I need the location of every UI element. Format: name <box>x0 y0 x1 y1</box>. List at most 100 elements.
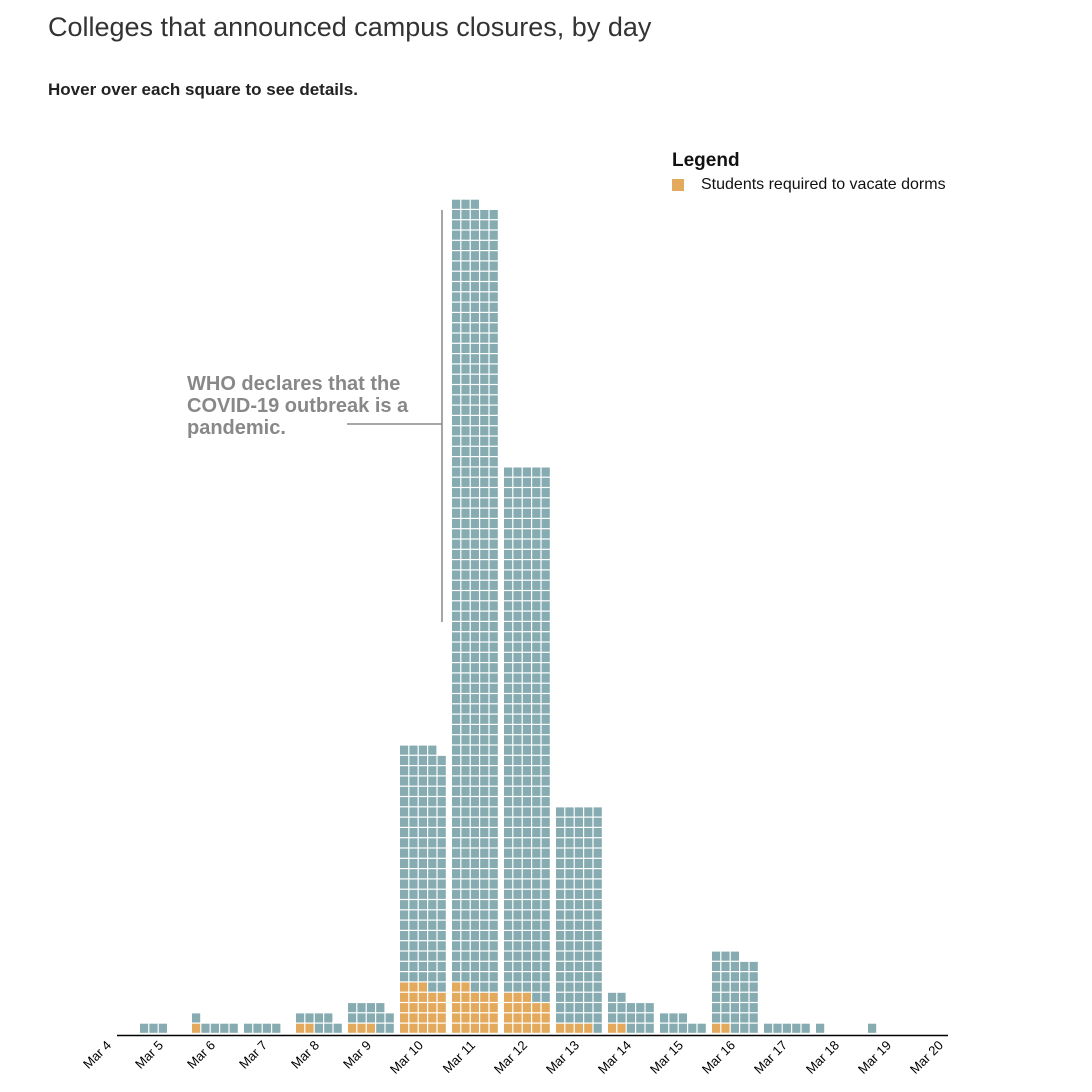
waffle-square[interactable] <box>480 580 489 590</box>
waffle-square[interactable] <box>489 735 498 745</box>
waffle-square[interactable] <box>574 982 583 992</box>
waffle-square[interactable] <box>678 1023 687 1033</box>
waffle-square[interactable] <box>660 1023 669 1033</box>
waffle-square[interactable] <box>513 683 522 693</box>
waffle-square[interactable] <box>541 858 550 868</box>
waffle-square[interactable] <box>480 467 489 477</box>
waffle-square[interactable] <box>721 1023 730 1033</box>
waffle-square[interactable] <box>617 992 626 1002</box>
waffle-square[interactable] <box>532 488 541 498</box>
waffle-square[interactable] <box>532 972 541 982</box>
waffle-square[interactable] <box>532 477 541 487</box>
waffle-square[interactable] <box>513 632 522 642</box>
waffle-square[interactable] <box>314 1013 323 1023</box>
waffle-square[interactable] <box>461 416 470 426</box>
waffle-square[interactable] <box>452 745 461 755</box>
waffle-square[interactable] <box>192 1023 201 1033</box>
waffle-square[interactable] <box>452 694 461 704</box>
waffle-square[interactable] <box>452 570 461 580</box>
waffle-square[interactable] <box>437 910 446 920</box>
waffle-square[interactable] <box>461 374 470 384</box>
waffle-square[interactable] <box>400 828 409 838</box>
waffle-square[interactable] <box>461 199 470 209</box>
waffle-square[interactable] <box>532 539 541 549</box>
waffle-square[interactable] <box>480 457 489 467</box>
waffle-square[interactable] <box>357 1023 366 1033</box>
waffle-square[interactable] <box>480 416 489 426</box>
waffle-square[interactable] <box>480 302 489 312</box>
waffle-square[interactable] <box>782 1023 791 1033</box>
waffle-square[interactable] <box>418 982 427 992</box>
waffle-square[interactable] <box>418 755 427 765</box>
waffle-square[interactable] <box>513 498 522 508</box>
waffle-square[interactable] <box>574 807 583 817</box>
waffle-square[interactable] <box>513 673 522 683</box>
waffle-square[interactable] <box>400 941 409 951</box>
waffle-square[interactable] <box>480 889 489 899</box>
waffle-square[interactable] <box>461 900 470 910</box>
waffle-square[interactable] <box>489 776 498 786</box>
waffle-square[interactable] <box>452 519 461 529</box>
waffle-square[interactable] <box>504 961 513 971</box>
waffle-square[interactable] <box>532 519 541 529</box>
waffle-square[interactable] <box>489 632 498 642</box>
waffle-square[interactable] <box>513 807 522 817</box>
waffle-square[interactable] <box>541 745 550 755</box>
waffle-square[interactable] <box>470 591 479 601</box>
waffle-square[interactable] <box>574 900 583 910</box>
waffle-square[interactable] <box>513 539 522 549</box>
waffle-square[interactable] <box>437 807 446 817</box>
waffle-square[interactable] <box>584 900 593 910</box>
waffle-square[interactable] <box>489 879 498 889</box>
waffle-square[interactable] <box>400 858 409 868</box>
waffle-square[interactable] <box>504 539 513 549</box>
waffle-square[interactable] <box>461 405 470 415</box>
waffle-square[interactable] <box>489 889 498 899</box>
waffle-square[interactable] <box>470 900 479 910</box>
waffle-square[interactable] <box>513 931 522 941</box>
waffle-square[interactable] <box>522 961 531 971</box>
waffle-square[interactable] <box>470 251 479 261</box>
waffle-square[interactable] <box>584 1003 593 1013</box>
waffle-square[interactable] <box>418 869 427 879</box>
waffle-square[interactable] <box>740 1023 749 1033</box>
waffle-square[interactable] <box>409 755 418 765</box>
waffle-square[interactable] <box>480 323 489 333</box>
waffle-square[interactable] <box>461 622 470 632</box>
waffle-square[interactable] <box>480 539 489 549</box>
waffle-square[interactable] <box>617 1013 626 1023</box>
waffle-square[interactable] <box>480 931 489 941</box>
waffle-square[interactable] <box>541 786 550 796</box>
waffle-square[interactable] <box>480 663 489 673</box>
waffle-square[interactable] <box>593 838 602 848</box>
waffle-square[interactable] <box>522 580 531 590</box>
waffle-square[interactable] <box>522 488 531 498</box>
waffle-square[interactable] <box>541 529 550 539</box>
waffle-square[interactable] <box>489 230 498 240</box>
waffle-square[interactable] <box>409 776 418 786</box>
waffle-square[interactable] <box>437 879 446 889</box>
waffle-square[interactable] <box>461 395 470 405</box>
waffle-square[interactable] <box>489 498 498 508</box>
waffle-square[interactable] <box>574 1023 583 1033</box>
waffle-square[interactable] <box>470 549 479 559</box>
waffle-square[interactable] <box>244 1023 253 1033</box>
waffle-square[interactable] <box>712 1013 721 1023</box>
waffle-square[interactable] <box>470 972 479 982</box>
waffle-square[interactable] <box>480 786 489 796</box>
waffle-square[interactable] <box>489 828 498 838</box>
waffle-square[interactable] <box>740 972 749 982</box>
waffle-square[interactable] <box>541 477 550 487</box>
waffle-square[interactable] <box>480 673 489 683</box>
waffle-square[interactable] <box>400 776 409 786</box>
waffle-square[interactable] <box>522 560 531 570</box>
waffle-square[interactable] <box>541 889 550 899</box>
waffle-square[interactable] <box>470 395 479 405</box>
waffle-square[interactable] <box>324 1013 333 1023</box>
waffle-square[interactable] <box>470 941 479 951</box>
waffle-square[interactable] <box>504 735 513 745</box>
waffle-square[interactable] <box>730 1013 739 1023</box>
waffle-square[interactable] <box>565 807 574 817</box>
waffle-square[interactable] <box>541 694 550 704</box>
waffle-square[interactable] <box>461 570 470 580</box>
